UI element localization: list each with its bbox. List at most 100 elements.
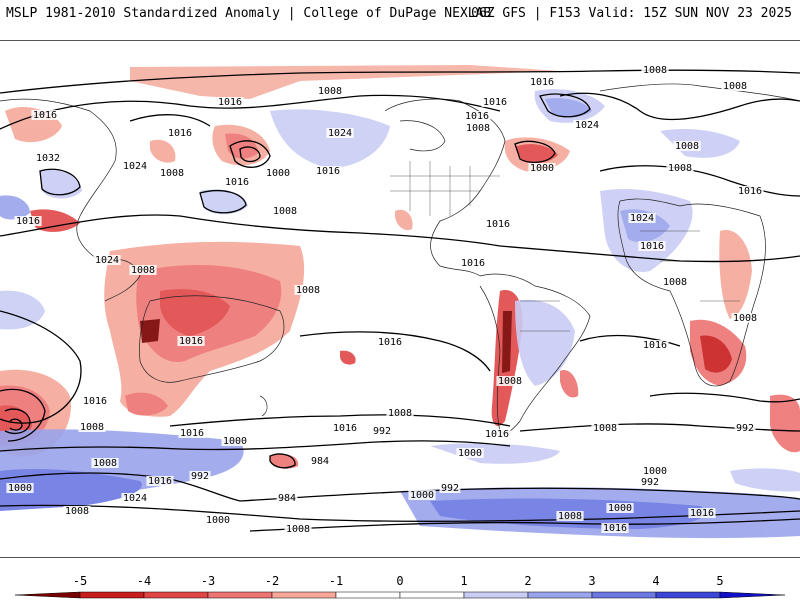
contour-label: 1016 — [483, 97, 507, 108]
contour-label-bg — [177, 336, 205, 346]
anomaly-map[interactable]: 1008 1008 1016 1016 1008 1016 1024 1016 1016 1032… — [0, 40, 800, 558]
contour-label: 1008 — [675, 141, 699, 152]
contour-label: 1000 — [410, 490, 434, 501]
contour-label: 1016 — [316, 166, 340, 177]
contour-label-bg — [721, 81, 749, 91]
contour-label-bg — [34, 153, 62, 163]
colorbar-segment — [207, 591, 273, 599]
contour-label-bg — [93, 255, 121, 265]
contour-label: 1008 — [388, 408, 412, 419]
header: MSLP 1981-2010 Standardized Anomaly | Co… — [0, 0, 800, 40]
contour-label-bg — [556, 511, 584, 521]
contour-label: 1024 — [328, 128, 352, 139]
colorbar-tick-label: -3 — [201, 574, 215, 588]
contour-label: 1024 — [575, 120, 599, 131]
contour-label: 1000 — [223, 436, 247, 447]
contour-label-bg — [673, 141, 701, 151]
contour-label: 1008 — [643, 65, 667, 76]
map-title: MSLP 1981-2010 Standardized Anomaly | Co… — [6, 6, 492, 21]
colorbar-tick-label: -2 — [265, 574, 279, 588]
contour-label-bg — [146, 476, 174, 486]
contour-label: 1008 — [668, 163, 692, 174]
contour-label-bg — [326, 128, 354, 138]
contour-label-bg — [439, 483, 461, 493]
contour-label-bg — [386, 408, 414, 418]
contour-label-bg — [641, 466, 669, 476]
contour-label-bg — [63, 506, 91, 516]
contour-label: 1016 — [179, 336, 203, 347]
contour-label: 984 — [311, 456, 329, 467]
contour-label-bg — [736, 186, 764, 196]
colorbar-segment — [655, 591, 721, 599]
contour-label: 1008 — [663, 277, 687, 288]
contour-label-bg — [573, 120, 601, 130]
contour-label-bg — [496, 376, 524, 386]
contour-label-bg — [666, 163, 694, 173]
contour-label-bg — [628, 213, 656, 223]
contour-label-bg — [166, 128, 194, 138]
contour-label-bg — [528, 163, 556, 173]
contour-label: 1008 — [296, 285, 320, 296]
contour-label-bg — [591, 423, 619, 433]
contour-label-bg — [376, 337, 404, 347]
contour-labels: 1008 1008 1016 1016 1008 1016 1024 1016 1016 1032… — [6, 65, 764, 535]
colorbar-segment — [463, 591, 529, 599]
contour-label: 992 — [441, 483, 459, 494]
contour-label-bg — [189, 471, 211, 481]
contour-label-bg — [638, 241, 666, 251]
contour-label: 1000 — [530, 163, 554, 174]
contour-label: 1016 — [530, 77, 554, 88]
contour-label-bg — [264, 168, 292, 178]
contour-label: 1016 — [465, 111, 489, 122]
contour-label: 1008 — [558, 511, 582, 522]
contour-label: 1016 — [83, 396, 107, 407]
contour-label: 1016 — [218, 97, 242, 108]
contour-label: 1008 — [93, 458, 117, 469]
contour-label-bg — [121, 161, 149, 171]
colorbar-segment — [143, 591, 209, 599]
colorbar-tick-label: 0 — [396, 574, 403, 588]
contour-label-bg — [294, 285, 322, 295]
contour-label-bg — [129, 265, 157, 275]
contour-label-bg — [661, 277, 689, 287]
contour-label: 1016 — [690, 508, 714, 519]
colorbar-tick-label: -5 — [73, 574, 87, 588]
contour-label-bg — [484, 219, 512, 229]
contour-label-bg — [91, 458, 119, 468]
contour-label-bg — [456, 448, 484, 458]
colorbar-tick-label: 5 — [716, 574, 723, 588]
contour-label: 1008 — [80, 422, 104, 433]
contour-label-bg — [6, 483, 34, 493]
contour-label: 1008 — [498, 376, 522, 387]
contour-label: 1016 — [603, 523, 627, 534]
map-canvas: 1008 1008 1016 1016 1008 1016 1024 1016 1016 1032… — [0, 65, 800, 539]
contour-label: 1000 — [643, 466, 667, 477]
contour-label-bg — [158, 168, 186, 178]
colorbar-segment — [399, 591, 465, 599]
contour-label-bg — [204, 515, 232, 525]
contour-label: 1016 — [485, 429, 509, 440]
contour-label: 1024 — [95, 255, 119, 266]
contour-label: 1016 — [738, 186, 762, 197]
contour-label: 1008 — [733, 313, 757, 324]
colorbar-segment — [271, 591, 337, 599]
contour-label-bg — [688, 508, 716, 518]
colorbar-segment — [335, 591, 401, 599]
contour-label: 1008 — [723, 81, 747, 92]
contour-label: 1016 — [33, 110, 57, 121]
contour-label-bg — [528, 77, 556, 87]
contour-label: 1000 — [608, 503, 632, 514]
contour-label: 1000 — [458, 448, 482, 459]
colorbar-segment — [719, 591, 786, 599]
contour-label: 1016 — [640, 241, 664, 252]
contour-label: 1024 — [123, 493, 147, 504]
contour-label-bg — [408, 490, 436, 500]
contour-label: 1016 — [180, 428, 204, 439]
coastlines — [0, 83, 800, 434]
contour-label: 1024 — [630, 213, 654, 224]
contour-label: 1008 — [273, 206, 297, 217]
contour-label-bg — [309, 456, 331, 466]
contour-label: 1016 — [333, 423, 357, 434]
contour-label: 1008 — [593, 423, 617, 434]
contour-label: 1032 — [36, 153, 60, 164]
